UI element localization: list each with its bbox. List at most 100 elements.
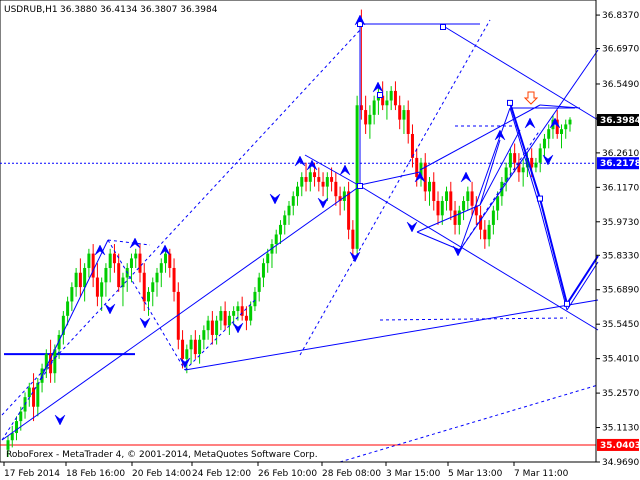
- candle: [568, 117, 572, 132]
- candle: [287, 200, 291, 225]
- candle-body: [496, 196, 500, 211]
- y-tick-label: 35.5450: [602, 320, 639, 330]
- candle-body: [87, 253, 91, 268]
- forecast-line: [566, 255, 599, 305]
- candle: [564, 119, 568, 139]
- candle-body: [202, 330, 206, 340]
- candle-body: [504, 167, 508, 182]
- candle-body: [517, 162, 521, 173]
- candle: [291, 191, 295, 216]
- candle-body: [104, 267, 108, 283]
- candle: [304, 162, 308, 192]
- candle-body: [219, 311, 223, 321]
- candle-body: [159, 263, 163, 273]
- candle-body: [198, 339, 202, 355]
- candle: [10, 425, 14, 448]
- candle: [334, 172, 338, 206]
- candle-body: [91, 253, 95, 278]
- candle: [462, 196, 466, 221]
- chart-ohlc: 36.3880 36.4134 36.3807 36.3984: [60, 5, 218, 15]
- fractal-down-arrow: [542, 154, 554, 166]
- price-marker-red-level: 35.0403: [597, 438, 640, 451]
- trend-line: [339, 384, 599, 463]
- candle-body: [36, 382, 40, 407]
- candle-body: [283, 215, 287, 225]
- candle-body: [78, 272, 82, 288]
- candle-body: [10, 433, 14, 441]
- candle: [138, 244, 142, 283]
- candle-body: [423, 162, 427, 192]
- x-tick-label: 3 Mar 15:00: [386, 469, 441, 479]
- x-tick-label: 7 Mar 11:00: [514, 469, 569, 479]
- candle-body: [372, 100, 376, 115]
- candle-body: [147, 291, 150, 302]
- candle-body: [351, 229, 355, 249]
- candle-body: [300, 177, 304, 187]
- candle-body: [155, 272, 159, 283]
- candle-body: [308, 172, 312, 182]
- candle: [364, 95, 368, 134]
- candle-body: [538, 148, 542, 163]
- candle: [232, 306, 236, 326]
- candle: [198, 334, 202, 364]
- candle: [66, 296, 70, 326]
- candle-body: [410, 133, 414, 158]
- candle-body: [266, 253, 270, 264]
- y-tick-label: 35.2570: [602, 389, 639, 399]
- fractal-down-arrow: [139, 317, 151, 329]
- fractal-down-arrow: [317, 197, 329, 209]
- candle: [176, 282, 180, 350]
- trend-line: [379, 317, 568, 321]
- candle: [325, 172, 329, 201]
- candle: [61, 311, 65, 345]
- candle: [355, 95, 359, 254]
- candle-body: [296, 186, 300, 197]
- candle-body: [6, 440, 10, 450]
- candle: [398, 95, 402, 130]
- price-marker-support: 36.2178: [597, 157, 640, 170]
- fractal-down-arrow: [349, 251, 361, 263]
- candle: [278, 220, 282, 245]
- candle: [53, 344, 57, 383]
- trend-line: [439, 23, 599, 121]
- candle-body: [542, 138, 546, 149]
- candle-body: [142, 272, 146, 302]
- candle: [147, 287, 150, 316]
- trend-line: [1, 185, 361, 441]
- plot-area: [0, 0, 597, 463]
- candle: [491, 205, 495, 235]
- candle-body: [313, 172, 317, 178]
- price-axis: 36.837036.697036.549036.407036.261036.11…: [595, 0, 639, 468]
- candle-body: [189, 339, 193, 350]
- candle-body: [453, 210, 457, 225]
- candle-body: [470, 191, 474, 206]
- trend-line: [39, 239, 109, 381]
- candle-body: [389, 90, 393, 101]
- fractal-up-arrow: [306, 159, 318, 171]
- candle-body: [325, 177, 329, 187]
- candle: [534, 157, 538, 173]
- candle-body: [129, 258, 133, 268]
- anchor-point: [507, 99, 513, 106]
- candle-body: [525, 157, 529, 168]
- trend-line: [184, 299, 599, 371]
- candle-body: [555, 119, 559, 134]
- candle: [559, 124, 563, 149]
- candle: [87, 248, 91, 278]
- candle-body: [491, 210, 495, 225]
- candle: [266, 248, 270, 273]
- candle: [104, 263, 108, 297]
- candle: [317, 167, 321, 192]
- trend-line: [419, 104, 541, 171]
- trend-line: [107, 239, 186, 371]
- candle: [6, 435, 10, 457]
- candle-body: [291, 196, 295, 206]
- candle-body: [415, 157, 419, 178]
- candle-body: [257, 277, 261, 292]
- candle-body: [185, 349, 189, 359]
- candle: [368, 105, 372, 139]
- trend-line: [416, 231, 461, 251]
- price-marker-box: [597, 438, 639, 451]
- fractal-up-arrow: [549, 117, 561, 129]
